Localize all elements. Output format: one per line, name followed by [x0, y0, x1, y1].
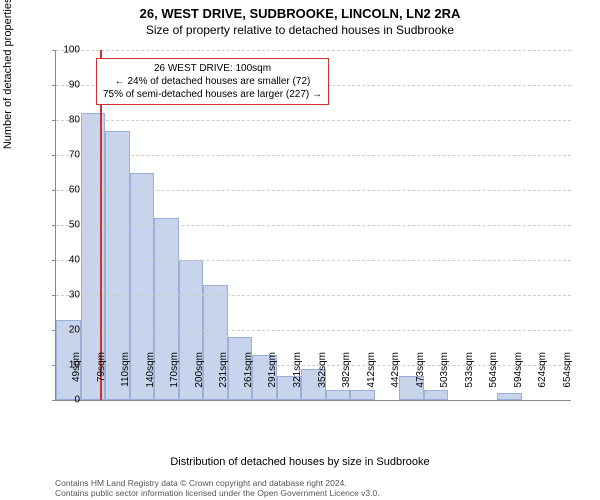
y-tick-label: 80: [55, 115, 80, 126]
x-tick-label: 49sqm: [71, 352, 82, 402]
chart-title-desc: Size of property relative to detached ho…: [0, 21, 600, 37]
y-tick-label: 40: [55, 255, 80, 266]
x-axis-label: Distribution of detached houses by size …: [0, 456, 600, 468]
x-tick-label: 533sqm: [464, 352, 475, 402]
annotation-box: 26 WEST DRIVE: 100sqm ← 24% of detached …: [96, 58, 329, 105]
y-axis-label: Number of detached properties: [2, 0, 14, 149]
footer-line2: Contains public sector information licen…: [55, 488, 380, 498]
y-tick-label: 90: [55, 80, 80, 91]
x-tick-label: 170sqm: [169, 352, 180, 402]
annot-line3: 75% of semi-detached houses are larger (…: [103, 88, 322, 101]
annot-line1: 26 WEST DRIVE: 100sqm: [103, 62, 322, 75]
x-tick-label: 594sqm: [513, 352, 524, 402]
gridline: [56, 295, 571, 296]
gridline: [56, 330, 571, 331]
x-tick-label: 200sqm: [194, 352, 205, 402]
gridline: [56, 225, 571, 226]
x-tick-label: 382sqm: [341, 352, 352, 402]
y-tick-label: 100: [55, 45, 80, 56]
gridline: [56, 260, 571, 261]
x-tick-label: 261sqm: [243, 352, 254, 402]
annot-line2: ← 24% of detached houses are smaller (72…: [103, 75, 322, 88]
x-tick-label: 412sqm: [366, 352, 377, 402]
x-tick-label: 79sqm: [96, 352, 107, 402]
footer-line1: Contains HM Land Registry data © Crown c…: [55, 478, 380, 488]
y-tick-label: 50: [55, 220, 80, 231]
y-tick-label: 30: [55, 290, 80, 301]
gridline: [56, 120, 571, 121]
y-tick-label: 70: [55, 150, 80, 161]
gridline: [56, 190, 571, 191]
chart-title-address: 26, WEST DRIVE, SUDBROOKE, LINCOLN, LN2 …: [0, 0, 600, 21]
y-tick-label: 20: [55, 325, 80, 336]
footer: Contains HM Land Registry data © Crown c…: [55, 478, 380, 498]
x-tick-label: 503sqm: [439, 352, 450, 402]
x-tick-label: 352sqm: [317, 352, 328, 402]
x-tick-label: 291sqm: [267, 352, 278, 402]
x-tick-label: 654sqm: [562, 352, 573, 402]
x-tick-label: 140sqm: [145, 352, 156, 402]
gridline: [56, 155, 571, 156]
x-tick-label: 442sqm: [390, 352, 401, 402]
x-tick-label: 624sqm: [537, 352, 548, 402]
x-tick-label: 231sqm: [218, 352, 229, 402]
x-tick-label: 473sqm: [415, 352, 426, 402]
x-tick-label: 564sqm: [488, 352, 499, 402]
y-tick-label: 60: [55, 185, 80, 196]
gridline: [56, 50, 571, 51]
x-tick-label: 321sqm: [292, 352, 303, 402]
plot-area: 26 WEST DRIVE: 100sqm ← 24% of detached …: [55, 50, 571, 401]
x-tick-label: 110sqm: [120, 352, 131, 402]
